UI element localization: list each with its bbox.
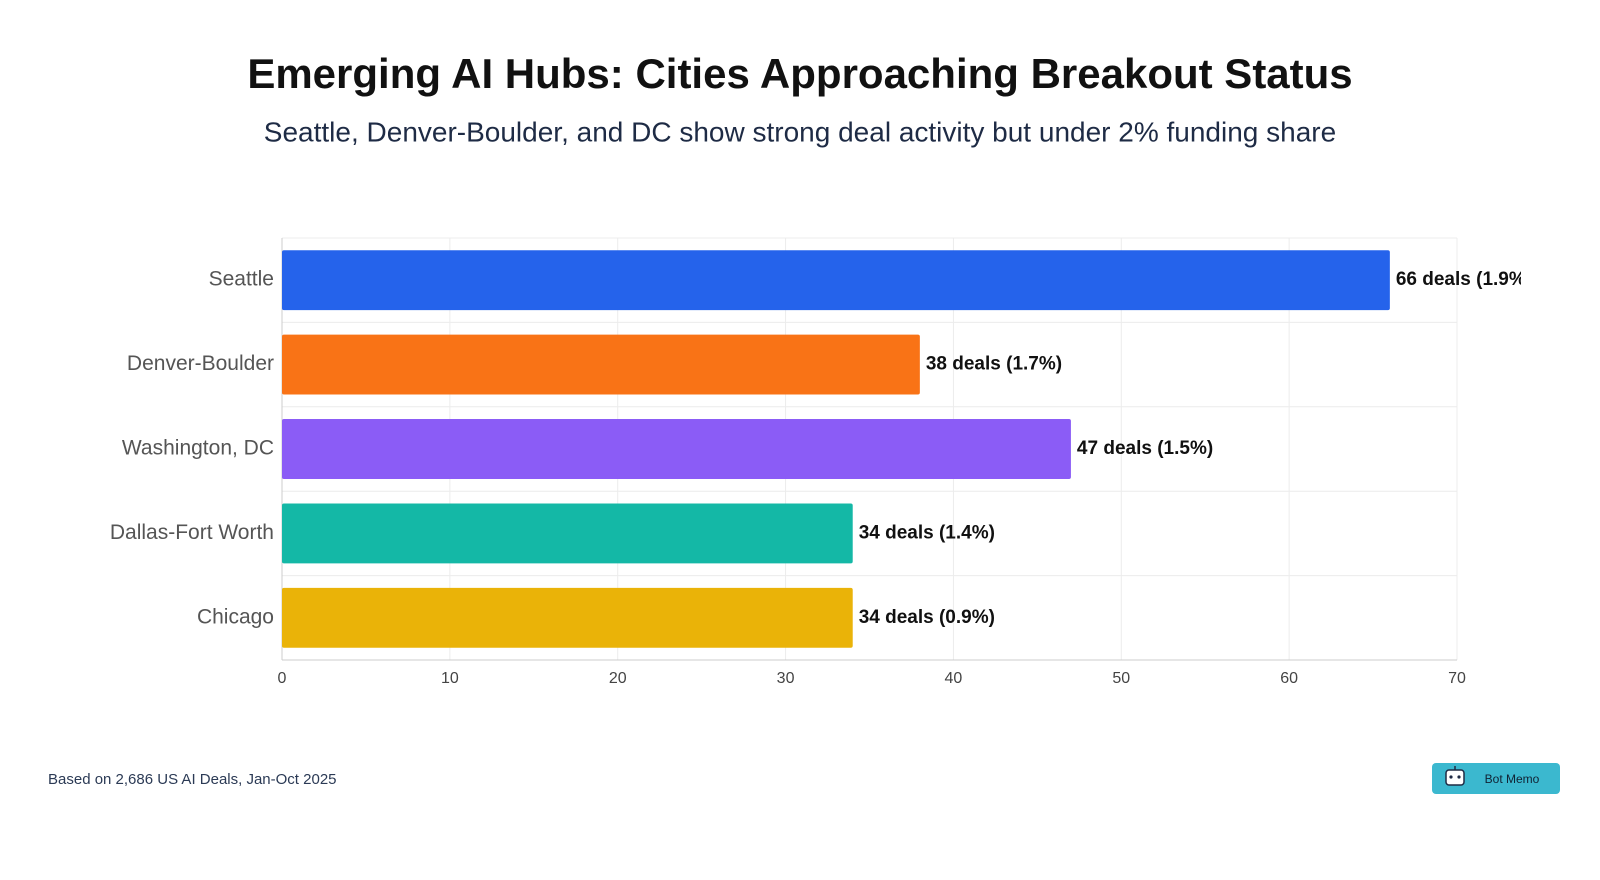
bar xyxy=(282,587,853,648)
value-label: 66 deals (1.9%) xyxy=(1396,269,1532,290)
x-tick-label: 40 xyxy=(945,670,963,687)
bar xyxy=(282,419,1071,479)
x-tick-label: 60 xyxy=(1280,670,1298,687)
y-tick-label: Washington, DC xyxy=(122,437,274,460)
badge-icon xyxy=(1445,766,1465,786)
badge-text: Bot Memo xyxy=(1485,772,1540,786)
x-tick-label: 10 xyxy=(441,670,459,687)
y-tick-label: Denver-Boulder xyxy=(127,352,274,375)
x-tick-label: 70 xyxy=(1448,670,1466,687)
y-tick-label: Seattle xyxy=(209,268,274,291)
chart-title: Emerging AI Hubs: Cities Approaching Bre… xyxy=(247,50,1352,97)
x-tick-label: 50 xyxy=(1112,670,1130,687)
footnote: Based on 2,686 US AI Deals, Jan-Oct 2025 xyxy=(48,771,337,788)
value-label: 38 deals (1.7%) xyxy=(926,354,1062,375)
value-label: 47 deals (1.5%) xyxy=(1077,438,1213,459)
y-tick-label: Chicago xyxy=(197,605,274,628)
value-label: 34 deals (1.4%) xyxy=(859,522,995,543)
value-labels: 66 deals (1.9%) 38 deals (1.7%) 47 deals (… xyxy=(859,269,1532,628)
x-tick-label: 0 xyxy=(278,670,287,687)
x-tick-label: 20 xyxy=(609,670,627,687)
bar xyxy=(282,334,920,395)
bar xyxy=(282,250,1390,311)
y-tick-label: Dallas-Fort Worth xyxy=(110,521,274,544)
x-tick-label: 30 xyxy=(777,670,795,687)
value-label: 34 deals (0.9%) xyxy=(859,607,995,628)
bar xyxy=(282,503,853,564)
chart-subtitle: Seattle, Denver-Boulder, and DC show str… xyxy=(264,116,1336,147)
